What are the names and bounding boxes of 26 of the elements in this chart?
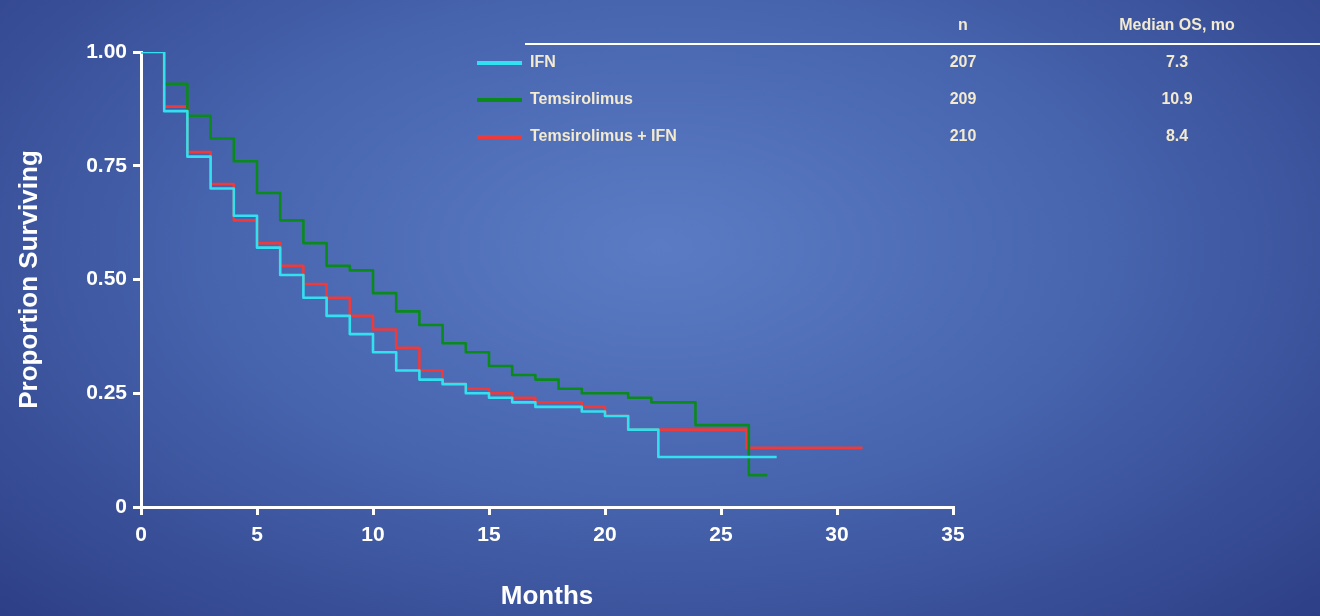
legend-label: IFN [530,53,556,71]
x-tick-label: 0 [135,522,147,546]
y-tick-label: 0.50 [86,266,127,290]
legend-label: Temsirolimus + IFN [530,127,677,145]
y-tick-label: 0.25 [86,380,128,404]
x-tick-label: 5 [251,522,264,546]
text: 8.4 [1165,127,1189,145]
text: 7.3 [1165,53,1189,71]
y-tick-label: 0.75 [86,152,128,176]
x-tick-label: 10 [361,522,385,546]
x-axis-title: Months [500,579,594,610]
y-tick-label: 1.00 [86,38,127,62]
text: n [958,16,968,34]
text: Median OS, mo [1119,16,1236,34]
x-tick-label: 25 [709,522,733,546]
x-tick-label: 15 [477,522,501,546]
x-tick-label: 35 [941,522,965,546]
y-axis-title: Proportion Surviving [12,150,43,409]
annotation: 210 [949,127,977,145]
annotation: 207 [949,53,977,71]
y-tick-label: 0 [115,493,127,517]
x-tick-label: 30 [825,522,849,546]
legend-label: Temsirolimus [530,90,633,108]
annotation: 209 [949,90,977,108]
x-tick-label: 20 [593,522,617,546]
text: 10.9 [1161,90,1193,108]
